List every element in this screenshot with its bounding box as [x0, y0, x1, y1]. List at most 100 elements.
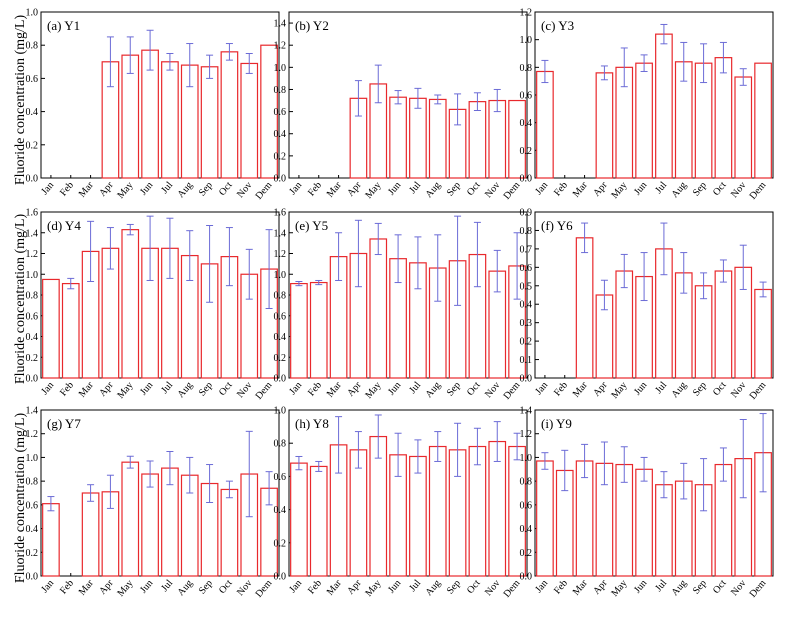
- x-tick-label-jan: Jan: [533, 180, 550, 197]
- x-tick-label-oct: Oct: [465, 578, 483, 596]
- x-tick-label-may: May: [609, 180, 629, 201]
- y-tick-label: 0.6: [274, 107, 287, 118]
- bar-nov: [240, 62, 259, 179]
- x-tick-label-sep: Sep: [691, 180, 709, 199]
- bar-mar: [575, 237, 594, 379]
- bar-jul: [655, 484, 673, 577]
- x-tick-label-nov: Nov: [483, 578, 503, 598]
- y-tick-label: 0.4: [274, 505, 287, 516]
- x-tick-label-jun: Jun: [138, 578, 155, 596]
- y-tick-label: 1.2: [274, 41, 287, 52]
- x-tick-label-may: May: [609, 578, 629, 599]
- bar-jul: [655, 33, 673, 179]
- y-tick-label: 1.4: [26, 228, 39, 239]
- y-tick-label: 1.2: [26, 429, 39, 440]
- bar-dem: [508, 99, 526, 179]
- x-tick-label-may: May: [363, 380, 383, 401]
- x-tick-label-apr: Apr: [97, 577, 116, 596]
- y-tick-label: 1.4: [520, 406, 533, 417]
- y-tick-label: 0.4: [274, 129, 287, 140]
- bar-apr: [595, 72, 614, 179]
- x-tick-label-jan: Jan: [39, 578, 56, 595]
- y-tick-label: 0.0: [26, 174, 39, 185]
- bar-oct: [468, 445, 487, 577]
- y-tick-label: 1.4: [274, 228, 287, 239]
- y-tick-label: 1.2: [520, 8, 533, 19]
- y-tick-label: 0.4: [520, 300, 533, 311]
- x-tick-label-oct: Oct: [711, 180, 729, 198]
- x-tick-label-sep: Sep: [445, 578, 463, 597]
- x-tick-label-oct: Oct: [217, 380, 235, 398]
- x-tick-label-feb: Feb: [58, 180, 76, 199]
- x-tick-label-dem: Dem: [253, 380, 274, 402]
- bar-jan: [42, 278, 60, 379]
- x-tick-label-jan: Jan: [39, 180, 56, 197]
- x-tick-label-oct: Oct: [711, 380, 729, 398]
- y-tick-label: 0.6: [520, 500, 533, 511]
- y-tick-label: 0.8: [26, 291, 39, 302]
- x-tick-label-mar: Mar: [325, 179, 345, 199]
- y-tick-label: 0.2: [520, 146, 533, 157]
- y-tick-label: 0.1: [520, 355, 533, 366]
- bar-aug: [428, 445, 447, 577]
- y-tick-label: 0.6: [26, 311, 39, 322]
- x-tick-label-jun: Jun: [386, 180, 403, 198]
- y-tick-label: 1.0: [274, 63, 287, 74]
- y-tick-label: 0.8: [520, 477, 533, 488]
- panel-title: (h) Y8: [295, 416, 329, 431]
- x-tick-label-apr: Apr: [591, 179, 610, 198]
- x-tick-label-oct: Oct: [465, 180, 483, 198]
- y-tick-label: 0.7: [520, 244, 533, 255]
- y-tick-label: 0.4: [520, 118, 533, 129]
- y-tick-label: 0.6: [26, 74, 39, 85]
- x-tick-label-jul: Jul: [159, 578, 175, 594]
- y-tick-label: 1.0: [520, 35, 533, 46]
- x-tick-label-jun: Jun: [632, 578, 649, 596]
- x-tick-label-jun: Jun: [386, 380, 403, 398]
- bar-oct: [714, 270, 733, 379]
- x-tick-label-dem: Dem: [253, 180, 274, 202]
- x-tick-label-may: May: [609, 380, 629, 401]
- x-tick-label-feb: Feb: [552, 380, 570, 399]
- y-tick-label: 0.8: [274, 291, 287, 302]
- x-tick-label-aug: Aug: [670, 578, 690, 598]
- y-tick-label: 0.2: [26, 548, 39, 559]
- x-tick-label-jul: Jul: [159, 180, 175, 196]
- y-tick-label: 0.9: [520, 208, 533, 219]
- x-tick-label-jun: Jun: [138, 380, 155, 398]
- x-tick-label-feb: Feb: [58, 578, 76, 597]
- bar-nov: [488, 99, 507, 179]
- panel-title: (f) Y6: [541, 218, 573, 233]
- x-tick-label-jun: Jun: [138, 180, 155, 198]
- y-tick-label: 0.0: [520, 174, 533, 185]
- plot-frame: [534, 409, 774, 577]
- y-tick-label: 1.2: [520, 429, 533, 440]
- y-tick-label: 0.0: [26, 374, 39, 385]
- y-tick-label: 1.0: [274, 406, 287, 417]
- bar-may: [121, 461, 140, 577]
- bar-apr: [349, 449, 368, 577]
- x-tick-label-jul: Jul: [653, 380, 669, 396]
- panel-f: 0.0 0.1 0.2 0.3 0.4 0.5 0.6 0.7 0.8 0.9 (f) Y6 Jan F…: [520, 208, 774, 402]
- panel-title: (i) Y9: [541, 416, 572, 431]
- x-tick-label-dem: Dem: [747, 578, 768, 600]
- y-tick-label: 1.0: [520, 453, 533, 464]
- x-tick-label-nov: Nov: [729, 380, 749, 400]
- y-tick-label: 0.5: [520, 281, 533, 292]
- x-tick-label-jun: Jun: [632, 180, 649, 198]
- bar-may: [369, 238, 388, 379]
- x-tick-label-nov: Nov: [235, 180, 255, 200]
- bar-jan: [536, 460, 554, 577]
- x-tick-label-jul: Jul: [407, 578, 423, 594]
- x-tick-label-mar: Mar: [571, 179, 591, 199]
- y-tick-label: 0.0: [26, 572, 39, 583]
- y-tick-label: 1.0: [26, 453, 39, 464]
- x-tick-label-mar: Mar: [571, 577, 591, 597]
- x-tick-label-sep: Sep: [197, 578, 215, 597]
- x-tick-label-nov: Nov: [235, 578, 255, 598]
- panel-title: (a) Y1: [47, 18, 80, 33]
- bar-mar: [81, 492, 100, 577]
- bar-jan: [290, 462, 308, 577]
